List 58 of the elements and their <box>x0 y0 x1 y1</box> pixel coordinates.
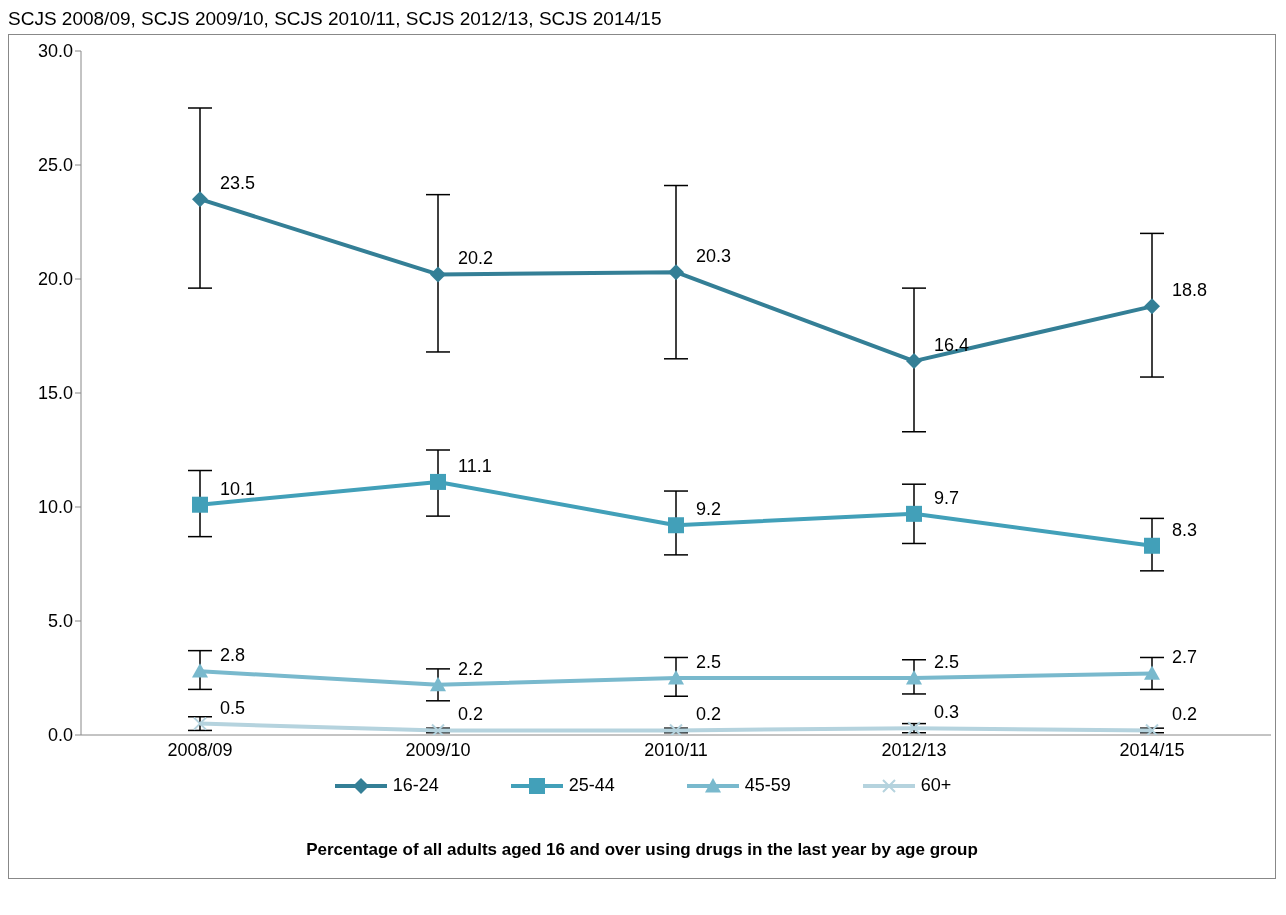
legend-label: 60+ <box>920 775 952 796</box>
data-label: 0.2 <box>696 704 722 725</box>
point <box>1144 298 1160 315</box>
data-label: 0.3 <box>934 702 960 723</box>
data-label: 16.4 <box>934 335 970 356</box>
point <box>430 676 446 692</box>
point <box>907 721 921 735</box>
point <box>1144 665 1160 680</box>
point <box>1144 537 1160 554</box>
point <box>430 266 446 283</box>
point <box>906 670 922 685</box>
x-tick-label: 2009/10 <box>405 739 471 760</box>
y-tick-label: 25.0 <box>37 155 73 176</box>
data-label: 11.1 <box>458 455 492 476</box>
y-tick-label: 15.0 <box>37 383 73 404</box>
legend-label: 45-59 <box>744 775 791 796</box>
data-label: 9.7 <box>934 487 960 508</box>
y-tick-label: 20.0 <box>37 269 73 290</box>
point <box>1145 723 1159 735</box>
x-tick-label: 2010/11 <box>644 739 708 760</box>
x-tick-label: 2008/09 <box>167 739 233 760</box>
point <box>431 723 445 735</box>
point <box>668 670 684 685</box>
point <box>906 353 922 370</box>
data-label: 0.5 <box>220 697 246 718</box>
data-label: 0.2 <box>458 704 484 725</box>
point <box>906 505 922 522</box>
point <box>669 723 683 735</box>
data-label: 0.2 <box>1172 704 1198 725</box>
data-label: 2.5 <box>934 652 960 672</box>
x-tick-label: 2014/15 <box>1119 739 1185 760</box>
point <box>192 191 208 208</box>
x-tick-label: 2012/13 <box>881 739 947 760</box>
data-label: 20.2 <box>458 248 494 269</box>
data-label: 9.2 <box>696 499 722 520</box>
point <box>668 517 684 534</box>
point <box>430 473 446 490</box>
point <box>192 663 208 678</box>
y-tick-label: 30.0 <box>37 41 73 62</box>
data-label: 8.3 <box>1172 519 1198 540</box>
point <box>193 716 207 731</box>
data-label: 23.5 <box>220 173 256 194</box>
point <box>668 264 684 281</box>
data-label: 10.1 <box>220 478 256 499</box>
legend-label: 16-24 <box>392 775 439 796</box>
data-label: 18.8 <box>1172 280 1208 301</box>
point <box>192 496 208 513</box>
data-label: 20.3 <box>696 246 732 267</box>
data-label: 2.7 <box>1172 647 1198 668</box>
data-label: 2.5 <box>696 652 722 672</box>
legend-label: 25-44 <box>568 775 615 796</box>
data-label: 2.2 <box>458 658 484 679</box>
text: Percentage of all adults aged 16 and over using drugs in the last year by age group <box>305 840 979 860</box>
y-tick-label: 10.0 <box>37 497 73 518</box>
data-label: 2.8 <box>220 645 246 666</box>
y-tick-label: 5.0 <box>47 611 73 632</box>
chart-subtitle: SCJS 2008/09, SCJS 2009/10, SCJS 2010/11, SCJS 2012/13, SCJS 2014/15 <box>8 8 663 30</box>
y-tick-label: 0.0 <box>47 725 73 746</box>
